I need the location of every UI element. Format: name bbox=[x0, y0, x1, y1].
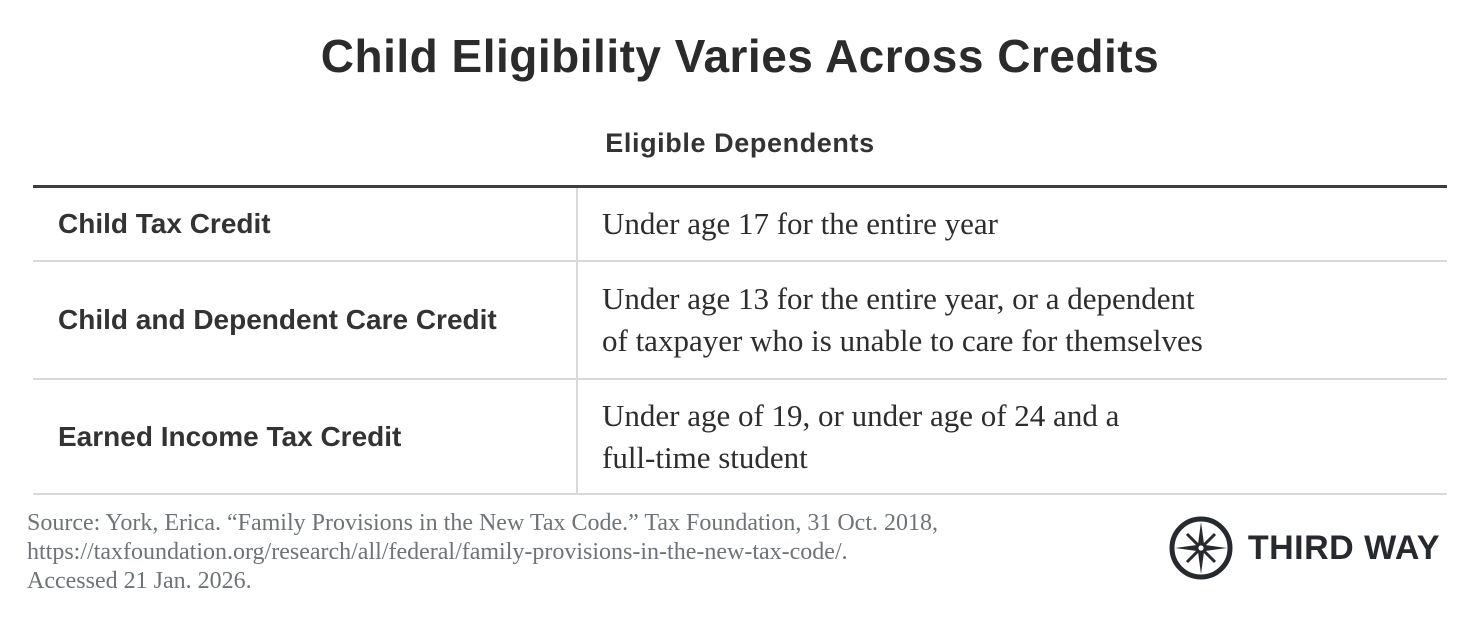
source-line: Accessed 21 Jan. 2026. bbox=[27, 568, 252, 595]
credit-name: Child Tax Credit bbox=[58, 208, 271, 240]
thirdway-logo: THIRD WAY bbox=[1168, 515, 1440, 581]
credit-cell: Earned Income Tax Credit bbox=[33, 380, 578, 494]
eligibility-text: Under age 17 for the entire year bbox=[602, 206, 998, 242]
credit-name: Child and Dependent Care Credit bbox=[58, 304, 497, 336]
table-row: Child Tax Credit Under age 17 for the en… bbox=[33, 188, 1447, 263]
thirdway-logo-text: THIRD WAY bbox=[1247, 528, 1440, 567]
eligibility-text: Under age of 19, or under age of 24 and … bbox=[602, 397, 1120, 433]
source-citation: Source: York, Erica. “Family Provisions … bbox=[27, 509, 938, 596]
footer: Source: York, Erica. “Family Provisions … bbox=[0, 509, 1480, 596]
eligibility-table: Child Tax Credit Under age 17 for the en… bbox=[33, 185, 1447, 496]
eligibility-text: of taxpayer who is unable to care for th… bbox=[602, 323, 1203, 359]
compass-star-icon bbox=[1169, 516, 1233, 580]
eligible-dependents-cell: Under age 13 for the entire year, or a d… bbox=[578, 262, 1447, 378]
credit-cell: Child and Dependent Care Credit bbox=[33, 262, 578, 379]
page-title: Child Eligibility Varies Across Credits bbox=[320, 30, 1160, 82]
source-line: Source: York, Erica. “Family Provisions … bbox=[27, 510, 938, 537]
credit-name: Earned Income Tax Credit bbox=[58, 420, 402, 452]
eligible-dependents-cell: Under age of 19, or under age of 24 and … bbox=[578, 380, 1447, 493]
eligibility-text: full-time student bbox=[602, 439, 808, 475]
source-line: https://taxfoundation.org/research/all/f… bbox=[27, 539, 848, 566]
table-row: Earned Income Tax Credit Under age of 19… bbox=[33, 380, 1447, 496]
column-header-eligible-dependents: Eligible Dependents bbox=[605, 127, 875, 158]
table-row: Child and Dependent Care Credit Under ag… bbox=[33, 262, 1447, 381]
infographic-page: Child Eligibility Varies Across Credits … bbox=[0, 30, 1480, 633]
eligible-dependents-cell: Under age 17 for the entire year bbox=[578, 188, 1447, 260]
credit-cell: Child Tax Credit bbox=[33, 188, 578, 261]
eligibility-text: Under age 13 for the entire year, or a d… bbox=[602, 281, 1195, 317]
